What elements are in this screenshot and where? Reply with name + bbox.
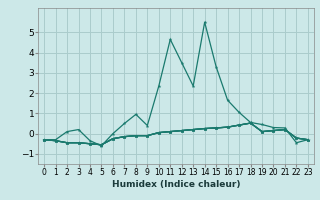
X-axis label: Humidex (Indice chaleur): Humidex (Indice chaleur) [112,180,240,189]
